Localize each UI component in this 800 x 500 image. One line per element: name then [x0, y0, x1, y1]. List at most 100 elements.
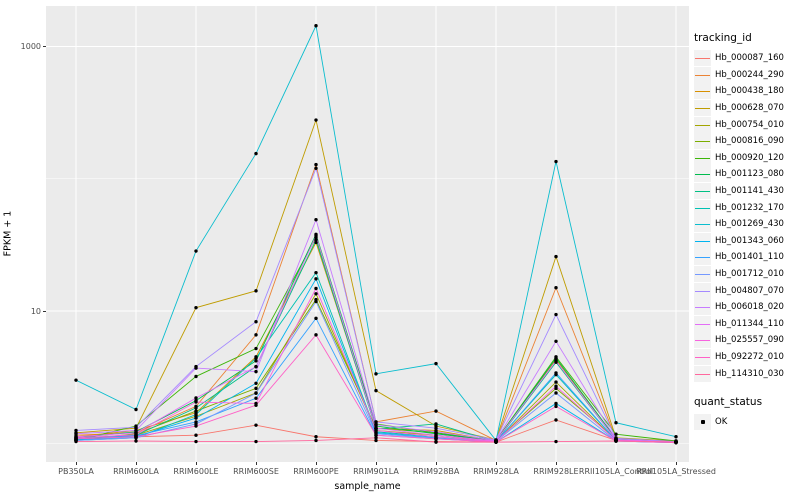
data-point — [374, 423, 378, 427]
data-point — [254, 381, 258, 385]
legend-entry-label: Hb_001123_080 — [715, 169, 784, 180]
legend-entry-label: Hb_006018_020 — [715, 302, 784, 313]
legend-title-tracking-id: tracking_id — [694, 32, 752, 44]
data-point — [74, 378, 78, 382]
x-axis-tick — [76, 462, 77, 465]
legend-entry-label: Hb_000087_160 — [715, 53, 784, 64]
legend-key-line — [695, 290, 710, 292]
data-point — [254, 439, 258, 444]
legend-entry-Hb_000244_290: Hb_000244_290 — [694, 66, 784, 84]
legend-key-line — [695, 141, 710, 143]
legend-entry-Hb_001712_010: Hb_001712_010 — [694, 266, 784, 283]
data-point — [194, 439, 198, 444]
legend-entry-label: Hb_011344_110 — [715, 318, 784, 329]
data-point — [554, 380, 558, 384]
legend-entry-Hb_000087_160: Hb_000087_160 — [694, 50, 784, 67]
legend-quant-status-entries: OK — [694, 414, 784, 431]
data-point — [554, 286, 558, 290]
data-point — [194, 396, 198, 400]
data-point — [374, 438, 378, 443]
legend-key-line — [695, 274, 710, 276]
data-point — [314, 234, 318, 238]
data-point — [554, 384, 558, 388]
legend-entry-Hb_001269_430: Hb_001269_430 — [694, 216, 784, 233]
legend-key-swatch — [694, 216, 711, 233]
legend-key-swatch — [694, 116, 711, 133]
legend-entry-label: Hb_001712_010 — [715, 269, 784, 280]
data-point — [314, 333, 318, 337]
data-point — [254, 386, 258, 391]
data-point — [434, 422, 438, 426]
legend-key-swatch — [694, 332, 711, 349]
data-point — [554, 418, 558, 422]
legend-key-line — [695, 157, 710, 159]
data-point — [254, 391, 258, 395]
legend-entry-label: Hb_000920_120 — [715, 152, 784, 163]
x-axis-tick — [316, 462, 317, 465]
legend-entry-Hb_000438_180: Hb_000438_180 — [694, 83, 784, 100]
legend-key-line — [695, 91, 710, 93]
legend-entry-label: Hb_001401_110 — [715, 252, 784, 263]
legend-key-line — [695, 257, 710, 259]
legend-key-point-icon — [700, 420, 705, 425]
data-point — [314, 435, 318, 439]
data-point — [254, 359, 258, 363]
legend-key-swatch — [694, 100, 711, 117]
data-point — [254, 356, 258, 360]
y-tick-label: 1000 — [20, 42, 41, 51]
data-point — [314, 240, 318, 245]
x-tick-label-RRII105LA_Stressed: RRII105LA_Stressed — [636, 467, 716, 476]
data-point — [614, 439, 618, 443]
data-point — [374, 372, 378, 376]
data-point — [194, 249, 198, 253]
data-point — [434, 430, 438, 434]
data-point — [314, 24, 318, 28]
data-point — [194, 412, 198, 417]
data-point — [194, 366, 198, 370]
legend-key-line — [695, 58, 710, 60]
data-point — [314, 270, 318, 275]
data-point — [74, 439, 78, 444]
legend-entry-Hb_001232_170: Hb_001232_170 — [694, 199, 784, 216]
data-point — [194, 409, 198, 413]
legend-key-line — [695, 307, 710, 309]
data-point — [314, 438, 318, 443]
data-point — [554, 371, 558, 375]
legend-entry-Hb_001123_080: Hb_001123_080 — [694, 166, 784, 183]
legend-key-swatch — [694, 199, 711, 216]
data-point — [554, 312, 558, 317]
data-point — [614, 432, 618, 436]
legend-key-swatch — [694, 149, 711, 166]
legend-key-swatch — [694, 133, 711, 150]
data-point — [134, 428, 138, 433]
legend-entry-quant-OK: OK — [694, 414, 784, 431]
x-tick-label-PB350LA: PB350LA — [58, 467, 94, 476]
data-point — [374, 388, 378, 393]
data-point — [134, 425, 138, 430]
data-point — [254, 151, 258, 156]
data-point — [374, 436, 378, 440]
legend-key-line — [695, 174, 710, 176]
legend-entry-Hb_025557_090: Hb_025557_090 — [694, 332, 784, 349]
x-axis-tick — [136, 462, 137, 465]
legend-key-line — [695, 74, 710, 76]
data-point — [674, 440, 678, 444]
legend-entry-Hb_001141_430: Hb_001141_430 — [694, 183, 784, 200]
legend-entry-label: Hb_114310_030 — [715, 368, 784, 379]
data-point — [254, 403, 258, 407]
x-tick-label-RRIM928BA: RRIM928BA — [412, 467, 460, 476]
data-point — [254, 365, 258, 369]
legend-entry-label: Hb_000438_180 — [715, 86, 784, 97]
legend-key-line — [695, 224, 710, 226]
data-point — [314, 238, 318, 242]
data-point — [314, 286, 318, 291]
x-axis-tick — [196, 462, 197, 465]
legend-key-line — [695, 356, 710, 358]
data-point — [314, 292, 318, 296]
legend-key-swatch — [694, 249, 711, 266]
legend-key-swatch — [694, 365, 711, 382]
data-point — [554, 339, 558, 344]
legend-key-swatch — [694, 299, 711, 316]
